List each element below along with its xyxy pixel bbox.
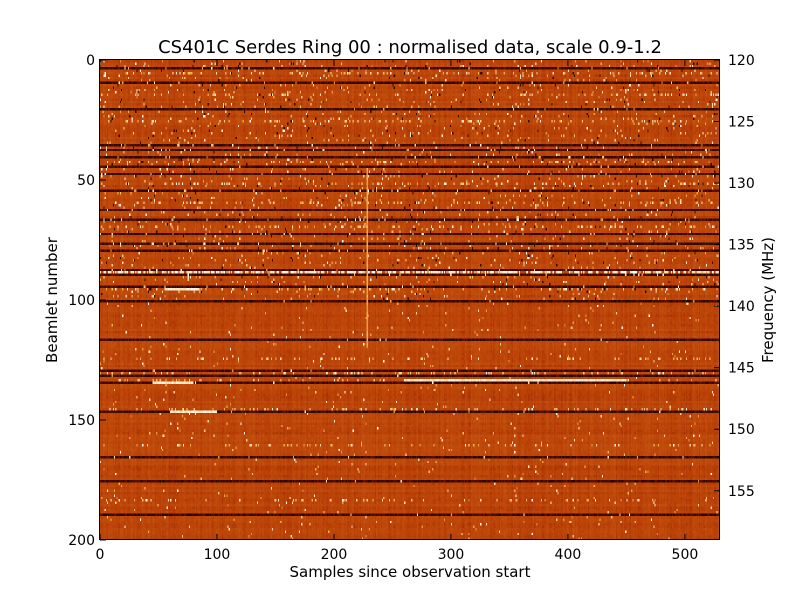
x-tick-label: 0 bbox=[96, 547, 105, 563]
y2-tick-label: 135 bbox=[728, 238, 755, 254]
y-axis-label: Beamlet number bbox=[43, 236, 61, 363]
x-tick-label: 100 bbox=[204, 547, 231, 563]
chart-title: CS401C Serdes Ring 00 : normalised data,… bbox=[158, 37, 662, 58]
plot-frame bbox=[99, 59, 720, 540]
y2-tick-label: 155 bbox=[728, 484, 755, 500]
x-axis: 0 100 200 300 400 500 bbox=[96, 60, 699, 563]
x-tick-label: 500 bbox=[672, 547, 699, 563]
y2-tick-label: 130 bbox=[728, 176, 755, 192]
y2-tick-label: 150 bbox=[728, 422, 755, 438]
heatmap-area bbox=[100, 60, 720, 540]
y2-tick-label: 125 bbox=[728, 115, 755, 131]
heatmap-image bbox=[100, 60, 720, 540]
x-tick-label: 200 bbox=[321, 547, 348, 563]
y2-tick-label: 140 bbox=[728, 299, 755, 315]
y2-tick-label: 120 bbox=[728, 53, 755, 69]
y2-axis-label: Frequency (MHz) bbox=[759, 237, 777, 363]
y-axis-left: 0 50 100 150 200 bbox=[68, 53, 106, 549]
y-tick-label: 50 bbox=[77, 173, 95, 189]
y-axis-right: 120 125 130 135 140 145 150 155 bbox=[714, 53, 755, 500]
x-tick-label: 300 bbox=[438, 547, 465, 563]
y-tick-label: 0 bbox=[86, 53, 95, 69]
y-tick-label: 100 bbox=[68, 293, 95, 309]
y-tick-label: 150 bbox=[68, 413, 95, 429]
y2-tick-label: 145 bbox=[728, 361, 755, 377]
y-tick-label: 200 bbox=[68, 533, 95, 549]
x-axis-label: Samples since observation start bbox=[290, 563, 531, 581]
x-tick-label: 400 bbox=[555, 547, 582, 563]
